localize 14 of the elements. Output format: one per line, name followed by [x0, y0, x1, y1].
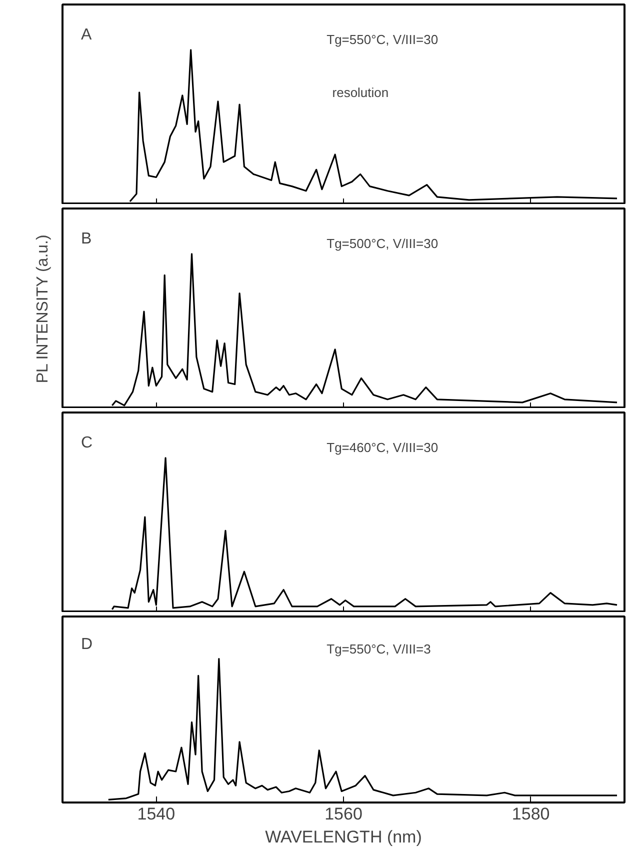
text: D: [81, 636, 93, 654]
text: B: [81, 230, 92, 248]
text: C: [81, 434, 93, 452]
text: Tg=500°C, V/III=30: [326, 236, 438, 251]
text: Tg=550°C, V/III=30: [326, 32, 438, 47]
text: A: [81, 26, 92, 44]
x-axis-title: WAVELENGTH (nm): [265, 828, 422, 846]
text: Tg=460°C, V/III=30: [326, 440, 438, 455]
x-tick-label: 1540: [137, 804, 176, 824]
y-axis-title: PL INTENSITY (a.u.): [34, 234, 52, 384]
x-tick-label: 1560: [324, 804, 362, 824]
text: Tg=550°C, V/III=3: [326, 641, 431, 656]
x-tick-label: 1580: [512, 804, 550, 824]
annotation: resolution: [332, 84, 389, 100]
